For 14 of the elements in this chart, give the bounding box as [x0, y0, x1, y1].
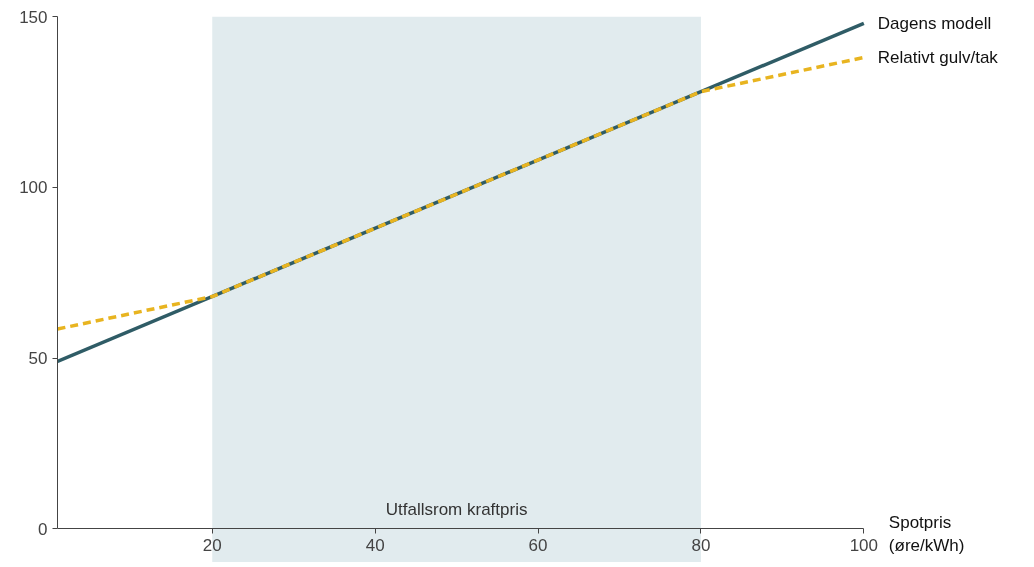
band-label: Utfallsrom kraftpris — [385, 499, 528, 519]
series-label: Relativt gulv/tak — [877, 47, 999, 67]
x-tick-label: 20 — [202, 535, 222, 555]
x-tick-label: 80 — [691, 535, 711, 555]
x-tick-label: 100 — [849, 535, 879, 555]
y-tick-label: 50 — [28, 349, 48, 369]
x-axis-title: Spotpris (øre/kWh) — [888, 512, 965, 555]
x-tick-label: 40 — [365, 535, 385, 555]
y-tick-label: 100 — [19, 178, 48, 198]
series-label: Dagens modell — [877, 13, 992, 33]
x-tick-label: 60 — [528, 535, 548, 555]
y-tick-label: 0 — [38, 519, 48, 539]
line-series — [57, 55, 866, 331]
y-tick-label: 150 — [19, 7, 48, 27]
